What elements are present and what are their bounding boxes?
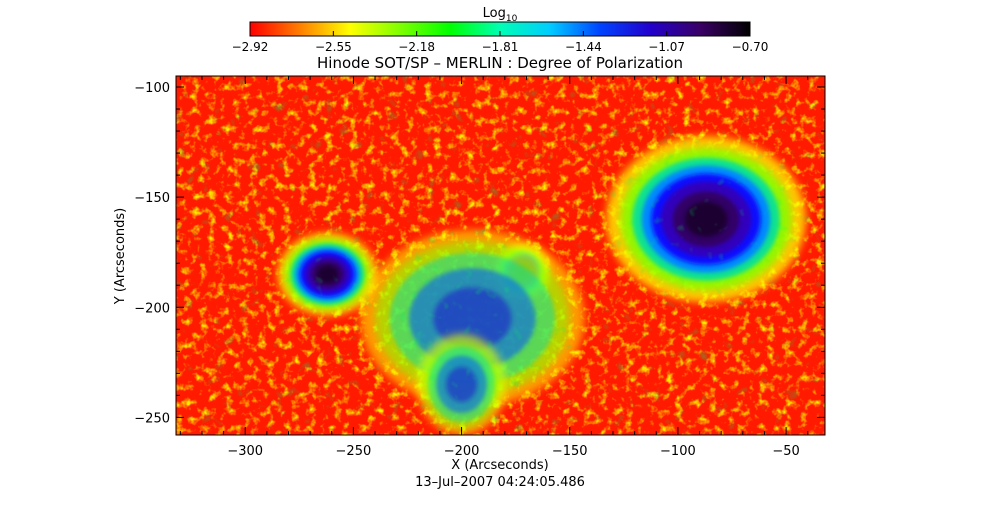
colorbar-tick-label: −1.44 <box>565 40 602 54</box>
y-tick-label: −100 <box>134 81 170 96</box>
x-tick-label: −250 <box>336 444 372 459</box>
colorbar-tick-label: −1.07 <box>648 40 685 54</box>
x-tick-label: −100 <box>660 444 696 459</box>
x-axis-label: X (Arcseconds) <box>451 458 548 473</box>
x-tick-label: −200 <box>444 444 480 459</box>
heatmap-texture-green <box>176 76 825 435</box>
colorbar-tick-label: −2.92 <box>232 40 269 54</box>
colorbar: Log10 −2.92 −2.55 −2.18 −1.81 −1.44 −1.07 −0.7… <box>232 6 769 54</box>
chart-title: Hinode SOT/SP – MERLIN : Degree of Polar… <box>317 54 683 72</box>
y-axis-label: Y (Arcseconds) <box>113 208 128 305</box>
heatmap-image <box>176 76 825 435</box>
x-tick-label: −150 <box>552 444 588 459</box>
colorbar-label: Log10 <box>483 6 518 24</box>
y-tick-label: −150 <box>134 191 170 206</box>
colorbar-tick-label: −0.70 <box>732 40 769 54</box>
colorbar-tick-label: −2.55 <box>315 40 352 54</box>
x-axis: −300 −250 −200 −150 −100 −50 <box>179 76 809 459</box>
colorbar-tick-label: −1.81 <box>482 40 519 54</box>
y-tick-label: −250 <box>134 411 170 426</box>
y-tick-label: −200 <box>134 301 170 316</box>
timestamp: 13–Jul–2007 04:24:05.486 <box>415 475 585 490</box>
plot-frame <box>175 75 826 436</box>
x-tick-label: −50 <box>772 444 799 459</box>
colorbar-ticks: −2.92 −2.55 −2.18 −1.81 −1.44 −1.07 −0.70 <box>232 31 769 54</box>
x-tick-label: −300 <box>227 444 263 459</box>
y-axis: −100 −150 −200 −250 <box>134 81 825 426</box>
colorbar-tick-label: −2.18 <box>398 40 435 54</box>
